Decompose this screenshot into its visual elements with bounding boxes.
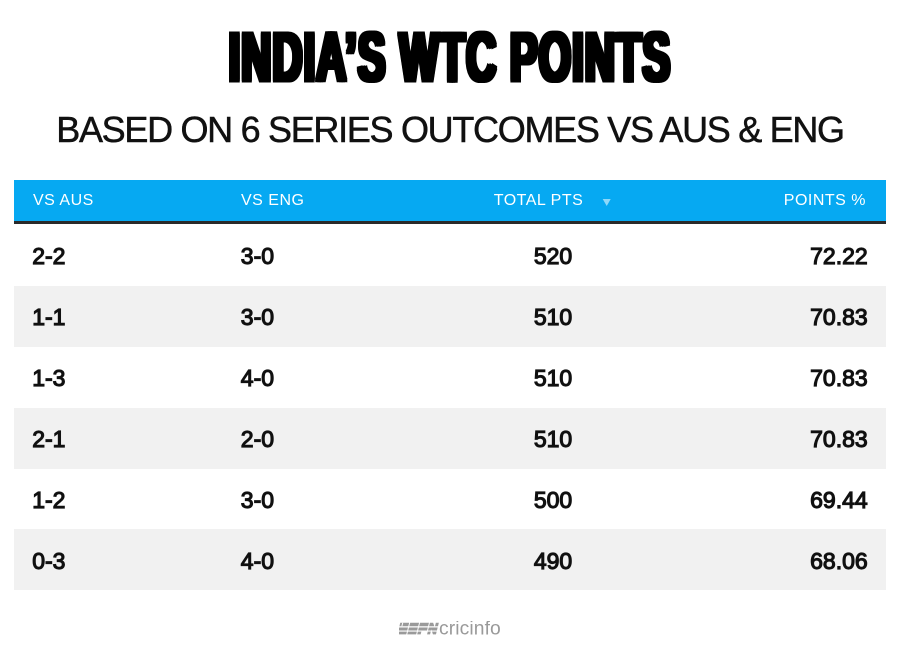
svg-text:cricinfo: cricinfo — [439, 621, 501, 637]
